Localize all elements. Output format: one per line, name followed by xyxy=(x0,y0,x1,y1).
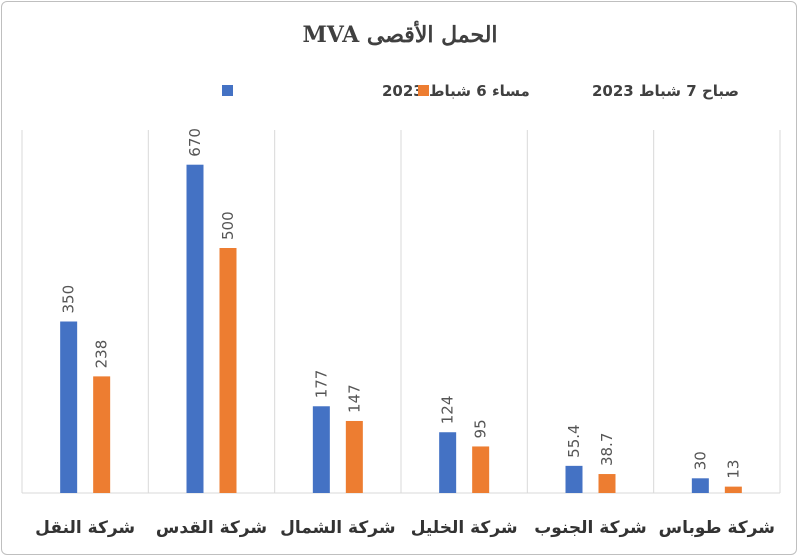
data-label-1-4: 124 xyxy=(439,396,457,425)
legend-label-series-1: مساء 6 شباط 2023 xyxy=(382,82,530,100)
data-label-2-4: 95 xyxy=(472,419,490,438)
data-label-2-2: 500 xyxy=(219,211,237,240)
category-label-5: شركة الجنوب xyxy=(534,518,647,538)
bar-1-6 xyxy=(691,478,709,493)
category-label-4: شركة الخليل xyxy=(411,518,518,538)
data-label-1-5: 55.4 xyxy=(565,424,583,457)
category-label-1: شركة النقل xyxy=(35,518,135,538)
data-label-2-6: 13 xyxy=(724,460,742,479)
data-label-1-1: 350 xyxy=(60,285,78,314)
legend-swatch-series-1 xyxy=(222,85,233,96)
chart-title: الحمل الأقصى MVA xyxy=(302,20,497,48)
data-label-2-1: 238 xyxy=(93,340,111,369)
bar-1-3 xyxy=(312,406,330,493)
bar-2-2 xyxy=(219,248,237,493)
legend-swatch-series-2 xyxy=(418,85,429,96)
data-label-1-6: 30 xyxy=(691,451,709,470)
bar-2-4 xyxy=(472,446,490,493)
category-label-2: شركة القدس xyxy=(156,518,267,538)
bar-1-5 xyxy=(565,465,583,493)
legend: مساء 6 شباط 2023 صباح 7 شباط 2023 xyxy=(222,82,739,100)
category-label-3: شركة الشمال xyxy=(280,518,395,538)
bar-2-5 xyxy=(598,474,616,493)
bar-2-3 xyxy=(345,420,363,493)
plot-area: 350 238 شركة النقل 670 500 شركة القدس 177 147 شر… xyxy=(21,128,781,538)
bar-1-1 xyxy=(60,321,78,493)
bar-2-1 xyxy=(93,376,111,493)
data-label-2-5: 38.7 xyxy=(598,433,616,466)
bar-2-6 xyxy=(724,486,742,493)
bar-1-2 xyxy=(186,164,204,493)
data-label-2-3: 147 xyxy=(345,384,363,413)
data-label-1-3: 177 xyxy=(312,370,330,399)
category-label-6: شركة طوباس xyxy=(659,518,775,538)
bar-1-4 xyxy=(439,432,457,493)
legend-label-series-2: صباح 7 شباط 2023 xyxy=(592,82,739,100)
data-label-1-2: 670 xyxy=(186,128,204,157)
